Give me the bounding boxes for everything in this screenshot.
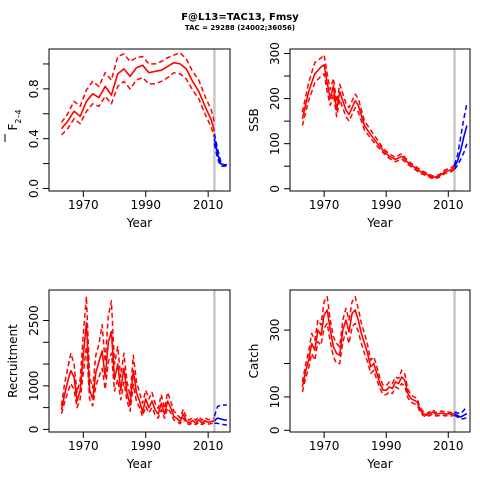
plot-frame: [48, 289, 231, 433]
y-tick-label: 0.8: [27, 79, 41, 98]
history-series-line-0: [301, 64, 456, 179]
projection-series-line-4: [213, 133, 227, 166]
y-axis-label: Recruitment: [6, 324, 20, 398]
history-series-line-0: [60, 61, 216, 132]
x-axis: 1970 1990 2010: [309, 432, 464, 453]
x-tick-label: 1970: [309, 439, 340, 453]
history-series-line-1: [60, 295, 215, 421]
x-tick-label: 1970: [309, 198, 340, 212]
y-tick-label: 300: [268, 319, 282, 342]
projection-series-line-5: [214, 422, 227, 426]
history-series-line-0: [60, 321, 215, 424]
history-series-line-2: [60, 345, 215, 426]
y-axis: 0.0 0.4 0.8: [27, 63, 49, 198]
y-tick-label: 300: [268, 42, 282, 65]
x-tick-label: 2010: [433, 439, 464, 453]
x-tick-label: 2010: [193, 198, 224, 212]
projection-series-line-5: [213, 143, 227, 167]
x-tick-label: 1990: [371, 198, 402, 212]
projection-series-line-3: [453, 125, 468, 168]
y-tick-label: 1000: [27, 371, 41, 402]
x-axis-label: Year: [366, 457, 392, 471]
history-series-line-1: [60, 51, 216, 123]
y-tick-label: 0.4: [27, 129, 41, 148]
projection-series-line-4: [454, 406, 468, 415]
history-series-line-2: [301, 322, 455, 418]
plot-frame: [48, 48, 231, 192]
y-tick-label: 0: [268, 185, 282, 193]
panels: 1970 1990 2010 Year 0.0 0.4 0.8 F2–4 1970 1990 201…: [4, 42, 471, 471]
y-tick-label: 100: [268, 132, 282, 155]
x-tick-label: 1970: [68, 198, 99, 212]
panel-recruitment: 1970 1990 2010 Year 0 1000 2500 Recruitment: [6, 289, 231, 471]
x-axis: 1970 1990 2010: [309, 191, 464, 212]
y-tick-label: 100: [268, 385, 282, 408]
x-axis: 1970 1990 2010: [68, 432, 223, 453]
x-tick-label: 2010: [193, 439, 224, 453]
x-tick-label: 1990: [130, 439, 161, 453]
y-axis: 0 100 200 300: [268, 42, 290, 193]
y-axis-label: SSB: [247, 108, 261, 131]
y-axis-label: Catch: [247, 344, 261, 379]
panel-catch: 1970 1990 2010 Year 0 100 300 Catch: [247, 289, 471, 471]
x-axis: 1970 1990 2010: [68, 191, 223, 212]
y-axis: 0 1000 2500: [27, 305, 49, 433]
projection-series-line-4: [453, 102, 468, 166]
history-series-line-1: [301, 295, 455, 415]
history-series-line-0: [301, 309, 455, 417]
y-tick-label: 0.0: [27, 179, 41, 198]
y-tick-label: 0: [27, 426, 41, 434]
x-tick-label: 2010: [433, 198, 464, 212]
projection-series-line-3: [213, 417, 228, 422]
x-axis-label: Year: [366, 216, 392, 230]
projection-series-line-4: [213, 404, 227, 417]
x-tick-label: 1990: [371, 439, 402, 453]
history-series-line-2: [60, 71, 216, 138]
x-axis-label: Year: [126, 216, 152, 230]
y-axis: 0 100 300: [268, 319, 290, 435]
figure-subtitle: TAC = 29288 (24002;36056): [185, 24, 295, 32]
x-tick-label: 1990: [130, 198, 161, 212]
y-tick-label: 0: [268, 427, 282, 435]
projection-series-line-5: [454, 414, 468, 420]
figure-title: F@L13=TAC13, Fmsy: [181, 12, 299, 23]
history-series-line-1: [301, 54, 455, 177]
projection-series-line-5: [453, 143, 468, 170]
y-axis-label: F2–4: [6, 109, 23, 130]
history-series-line-2: [301, 73, 455, 180]
y-tick-label: 2500: [27, 305, 41, 336]
panel-ssb: 1970 1990 2010 Year 0 100 200 300 SSB: [247, 42, 471, 230]
x-tick-label: 1970: [68, 439, 99, 453]
x-axis-label: Year: [126, 457, 152, 471]
plot-frame: [289, 289, 471, 433]
panel-fbar: 1970 1990 2010 Year 0.0 0.4 0.8 F2–4: [4, 48, 231, 230]
plot-frame: [289, 48, 471, 192]
projection-series-line-3: [454, 412, 468, 418]
y-tick-label: 200: [268, 87, 282, 110]
